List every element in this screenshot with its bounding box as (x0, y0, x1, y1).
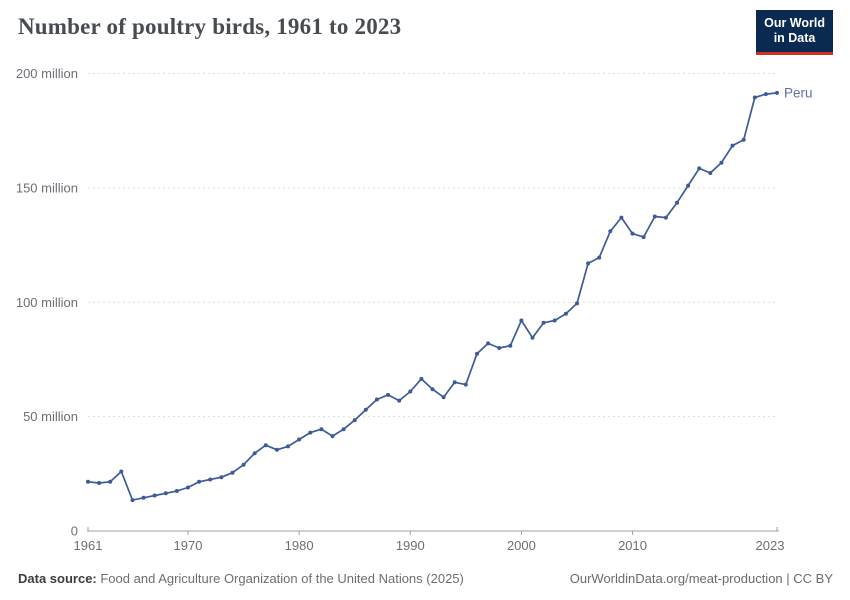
data-point[interactable] (108, 479, 113, 484)
data-point[interactable] (697, 166, 702, 171)
x-axis-tick-label: 2023 (756, 538, 785, 553)
data-point[interactable] (619, 215, 624, 220)
data-source-label: Data source: (18, 571, 97, 586)
data-point[interactable] (186, 485, 190, 490)
data-point[interactable] (575, 301, 579, 306)
chart-footer: Data source: Food and Agriculture Organi… (18, 571, 833, 586)
x-axis-tick-label: 1961 (74, 538, 103, 553)
data-point[interactable] (341, 427, 346, 432)
data-point[interactable] (397, 398, 402, 403)
data-point[interactable] (152, 493, 157, 498)
data-point[interactable] (274, 447, 279, 452)
data-point[interactable] (463, 382, 468, 387)
data-point[interactable] (652, 214, 657, 219)
y-axis-tick-label: 0 (71, 524, 78, 539)
data-point[interactable] (741, 137, 746, 142)
data-point[interactable] (430, 387, 435, 392)
data-point[interactable] (708, 171, 713, 175)
data-point[interactable] (641, 235, 646, 240)
data-point[interactable] (663, 215, 668, 220)
data-point[interactable] (730, 143, 735, 148)
data-point[interactable] (208, 477, 213, 482)
owid-logo-line1: Our World (764, 16, 825, 30)
x-axis-tick-label: 1970 (174, 538, 203, 553)
data-point[interactable] (297, 437, 302, 442)
y-axis-tick-label: 50 million (23, 409, 78, 424)
x-axis-tick-label: 1980 (285, 538, 314, 553)
data-point[interactable] (752, 95, 757, 100)
x-axis-tick-label: 1990 (396, 538, 425, 553)
data-point[interactable] (530, 335, 535, 340)
data-point[interactable] (441, 395, 446, 400)
data-point[interactable] (263, 443, 268, 448)
data-point[interactable] (386, 392, 390, 397)
y-axis-tick-label: 100 million (16, 295, 78, 310)
data-point[interactable] (197, 479, 202, 484)
series-label-peru[interactable]: Peru (784, 85, 813, 100)
series-line-peru[interactable] (87, 92, 778, 501)
data-point[interactable] (230, 470, 235, 475)
page-title: Number of poultry birds, 1961 to 2023 (18, 14, 402, 39)
data-point[interactable] (163, 491, 168, 496)
data-point[interactable] (174, 489, 179, 493)
data-point[interactable] (719, 160, 724, 165)
data-point[interactable] (608, 229, 613, 234)
data-point[interactable] (419, 376, 424, 381)
data-point[interactable] (763, 92, 768, 97)
x-axis-tick-label: 2000 (507, 538, 536, 553)
data-point[interactable] (330, 434, 335, 439)
data-point[interactable] (374, 397, 379, 402)
data-point[interactable] (119, 469, 124, 474)
data-point[interactable] (563, 311, 568, 316)
owid-logo-line2: in Data (773, 31, 816, 46)
owid-logo[interactable]: Our World in Data (756, 10, 833, 55)
y-axis-tick-label: 200 million (16, 66, 78, 81)
data-point[interactable] (686, 183, 691, 188)
data-source-note: Data source: Food and Agriculture Organi… (18, 571, 464, 586)
data-point[interactable] (97, 481, 102, 485)
data-point[interactable] (352, 418, 357, 423)
license-badge: CC BY (793, 571, 833, 586)
data-point[interactable] (241, 462, 246, 467)
footer-credit: OurWorldinData.org/meat-production | CC … (570, 571, 833, 586)
data-point[interactable] (408, 389, 413, 394)
data-point[interactable] (552, 318, 557, 323)
data-source-text: Food and Agriculture Organization of the… (96, 571, 464, 586)
owid-url-link[interactable]: OurWorldinData.org/meat-production (569, 571, 783, 586)
data-point[interactable] (586, 261, 591, 266)
footer-separator: | (782, 571, 794, 586)
data-point[interactable] (130, 498, 135, 503)
data-point[interactable] (630, 231, 635, 236)
data-point[interactable] (319, 427, 324, 432)
data-point[interactable] (486, 341, 491, 346)
data-point[interactable] (452, 380, 457, 385)
data-point[interactable] (475, 351, 479, 356)
data-point[interactable] (541, 320, 546, 325)
data-point[interactable] (497, 346, 502, 350)
data-point[interactable] (308, 430, 313, 435)
data-point[interactable] (363, 407, 368, 412)
data-point[interactable] (286, 444, 290, 449)
data-point[interactable] (141, 495, 146, 500)
data-point[interactable] (252, 451, 257, 456)
data-point[interactable] (519, 318, 524, 323)
data-point[interactable] (86, 479, 90, 484)
data-point[interactable] (775, 90, 779, 95)
x-axis-tick-label: 2010 (618, 538, 647, 553)
data-point[interactable] (219, 475, 224, 480)
data-point[interactable] (508, 343, 513, 348)
y-axis-tick-label: 150 million (16, 180, 78, 195)
data-point[interactable] (597, 255, 602, 260)
data-point[interactable] (675, 200, 679, 205)
